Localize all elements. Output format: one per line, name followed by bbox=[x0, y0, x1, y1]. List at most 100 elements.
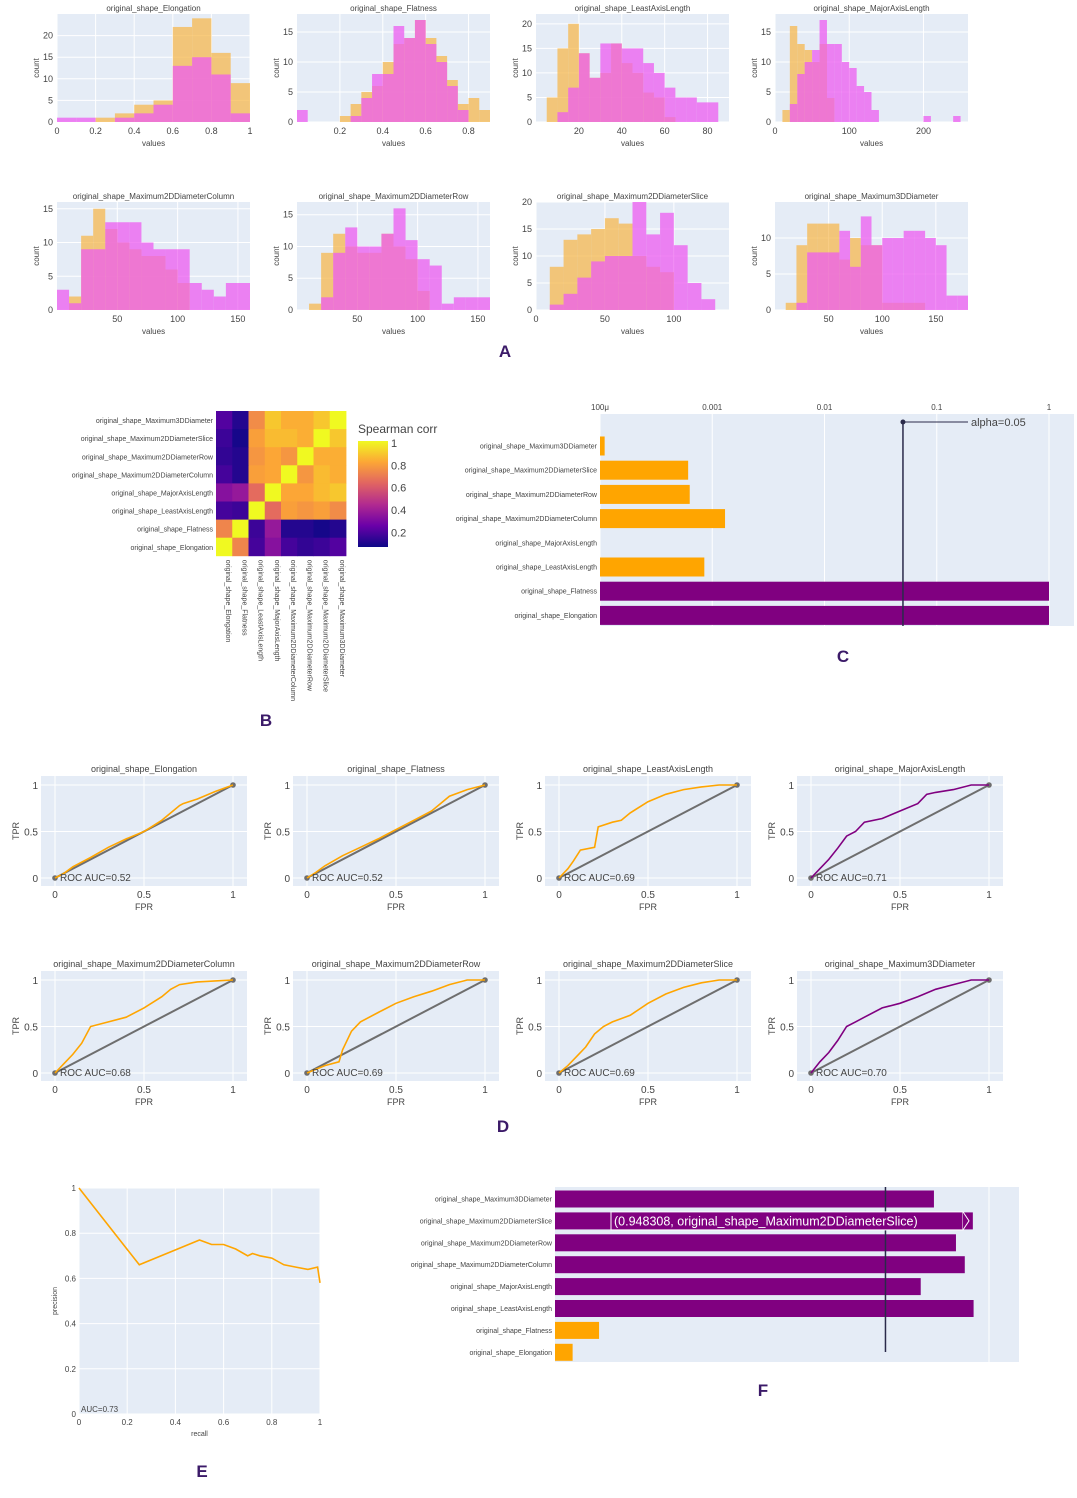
histogram-bar bbox=[618, 256, 633, 310]
y-tick-label: 0 bbox=[284, 874, 290, 885]
roc-subplot: 0 0 0.5 0.5 1 1 ROC AUC=0.69 original_shape_Max… bbox=[515, 959, 751, 1107]
y-axis-title: TPR bbox=[11, 1016, 21, 1035]
y-tick-label: 10 bbox=[761, 57, 771, 67]
panel-f-auc-bars: original_shape_Maximum3DDiameter original… bbox=[411, 1187, 1019, 1362]
heatmap-cell bbox=[248, 429, 266, 448]
heatmap-col-label: original_shape_Maximum2DDiameterColumn bbox=[289, 560, 296, 701]
heatmap-row-label: original_shape_Maximum2DDiameterColumn bbox=[72, 472, 213, 479]
x-tick-label: 40 bbox=[617, 126, 627, 136]
x-tick-label: 150 bbox=[230, 314, 245, 324]
heatmap-cell bbox=[232, 429, 249, 448]
x-tick-label: 0 bbox=[556, 1085, 562, 1096]
heatmap-row-label: original_shape_LeastAxisLength bbox=[112, 509, 213, 516]
histogram-bar bbox=[953, 116, 961, 122]
x-tick-label: 0.8 bbox=[205, 126, 218, 136]
histogram-bar bbox=[211, 74, 231, 122]
histogram-bar bbox=[213, 296, 226, 310]
panel-label-b: B bbox=[260, 711, 272, 730]
histogram-bar bbox=[957, 295, 968, 310]
colorbar-title: Spearman corr bbox=[358, 422, 437, 436]
precision-recall-curve bbox=[78, 1187, 321, 1284]
y-tick-label: 0 bbox=[288, 305, 293, 315]
histogram-subplot: 0 5 10 15 20 0 50 100 original_shape_Maximum2DDi… bbox=[511, 192, 729, 336]
y-tick-label: 0 bbox=[48, 117, 53, 127]
y-tick-label: 0 bbox=[32, 1069, 38, 1080]
histogram-bar bbox=[549, 304, 564, 310]
histogram-bar bbox=[382, 74, 394, 122]
roc-curve bbox=[558, 784, 737, 879]
histogram-bar bbox=[860, 216, 872, 310]
chance-diagonal bbox=[558, 784, 738, 879]
heatmap-cell bbox=[297, 411, 314, 430]
y-tick-label: 0.5 bbox=[276, 828, 290, 839]
histogram-bar bbox=[350, 116, 362, 122]
y-tick-label: 20 bbox=[522, 19, 532, 29]
heatmap-col-label: original_shape_LeastAxisLength bbox=[257, 560, 264, 661]
heatmap-cell bbox=[216, 447, 233, 466]
x-axis-title: values bbox=[860, 327, 883, 336]
histogram-bar bbox=[361, 98, 373, 122]
x-axis-title: FPR bbox=[387, 1097, 406, 1107]
histogram-bar bbox=[141, 242, 154, 310]
heatmap-cell bbox=[264, 411, 282, 430]
heatmap-cell bbox=[248, 537, 266, 557]
y-tick-label: 0 bbox=[536, 1069, 542, 1080]
panel-e-precision-recall: 00 0.2 0.2 0.4 0.4 0.6 0.6 0.8 0.8 1 1 AUC=0.73 reca… bbox=[52, 1184, 323, 1438]
y-tick-label: 1 bbox=[536, 976, 542, 987]
histogram-bar bbox=[369, 246, 382, 310]
y-tick-label: 0.5 bbox=[276, 1023, 290, 1034]
alpha-annotation: alpha=0.05 bbox=[971, 417, 1026, 429]
x-tick-label: 0.5 bbox=[389, 1085, 403, 1096]
histogram-bar bbox=[946, 295, 958, 310]
x-axis-title: FPR bbox=[891, 1097, 910, 1107]
heatmap-cell bbox=[281, 411, 298, 430]
histogram-bar bbox=[297, 110, 308, 122]
x-axis-title: values bbox=[142, 139, 165, 148]
y-tick-label: 10 bbox=[522, 68, 532, 78]
heatmap-cell bbox=[248, 519, 266, 539]
heatmap-row-label: original_shape_Maximum2DDiameterSlice bbox=[81, 436, 213, 443]
panel-label-a: A bbox=[499, 342, 511, 361]
bar-category-label: original_shape_Maximum2DDiameterColumn bbox=[456, 516, 597, 523]
chance-diagonal bbox=[306, 979, 486, 1074]
heatmap-cell bbox=[216, 465, 233, 484]
colorbar-tick-label: 0.6 bbox=[391, 483, 406, 495]
histogram-bar bbox=[871, 110, 879, 122]
y-tick-label: 0 bbox=[48, 305, 53, 315]
histogram-bar bbox=[653, 72, 665, 122]
histogram-bar bbox=[782, 110, 790, 122]
histogram-subplot: 0 5 10 15 0.2 0.4 0.6 0.8 original_shape_Flatnes… bbox=[272, 4, 490, 148]
histogram-bar bbox=[578, 53, 590, 122]
histogram-bar bbox=[441, 303, 454, 310]
histogram-bar bbox=[225, 283, 238, 310]
x-tick-label: 0 bbox=[54, 126, 59, 136]
histogram-bar bbox=[417, 259, 430, 310]
histogram-bar bbox=[117, 222, 130, 310]
subplot-title: original_shape_Maximum2DDiameterSlice bbox=[563, 959, 733, 969]
histogram-bar bbox=[57, 289, 70, 310]
histogram-bar bbox=[95, 117, 115, 122]
y-tick-label: 15 bbox=[522, 43, 532, 53]
x-axis-title: values bbox=[621, 327, 644, 336]
histogram-bar bbox=[114, 117, 135, 122]
heatmap-cell bbox=[216, 411, 233, 430]
histogram-bar bbox=[850, 266, 861, 310]
histogram-bar bbox=[468, 98, 480, 122]
alpha-point bbox=[900, 419, 906, 425]
histogram-bar bbox=[675, 97, 687, 122]
y-tick-label: 1 bbox=[788, 781, 794, 792]
subplot-title: original_shape_Maximum2DDiameterRow bbox=[312, 959, 481, 969]
heatmap-cell bbox=[248, 501, 266, 520]
heatmap-cell bbox=[232, 465, 249, 484]
heatmap-col-label: original_shape_Flatness bbox=[240, 560, 247, 636]
histogram-bar bbox=[611, 43, 622, 122]
histogram-bar bbox=[826, 44, 835, 122]
histogram-bar bbox=[309, 303, 322, 310]
x-tick-label: 0 bbox=[304, 890, 310, 901]
histogram-bar bbox=[479, 110, 490, 122]
panel-b-heatmap: original_shape_Maximum3DDiameter original… bbox=[72, 411, 437, 701]
heatmap-cell bbox=[264, 483, 282, 502]
x-tick-label: 1 bbox=[230, 890, 236, 901]
heatmap-cell bbox=[281, 447, 298, 466]
